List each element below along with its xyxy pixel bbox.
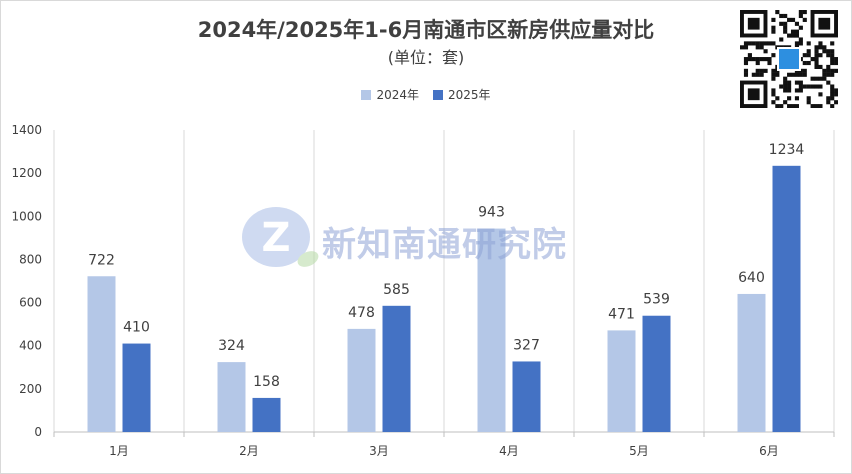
qr-code-icon xyxy=(740,10,838,108)
x-tick-label: 4月 xyxy=(499,444,519,458)
x-tick-label: 1月 xyxy=(109,444,129,458)
y-tick-label: 400 xyxy=(19,339,42,353)
chart-subtitle: (单位：套) xyxy=(387,48,465,67)
legend-label-2025: 2025年 xyxy=(448,88,491,102)
data-label: 478 xyxy=(348,305,375,321)
bar-2025 xyxy=(122,343,151,432)
legend-label-2024: 2024年 xyxy=(376,88,419,102)
bar-2025 xyxy=(252,397,281,432)
data-label: 327 xyxy=(513,337,540,353)
watermark-text: 新知南通研究院 xyxy=(322,225,567,265)
data-label: 471 xyxy=(608,306,635,322)
y-tick-label: 600 xyxy=(19,296,42,310)
bar-2024 xyxy=(477,228,506,432)
watermark: Z 新知南通研究院 xyxy=(236,203,616,275)
bar-2024 xyxy=(607,330,636,432)
y-tick-label: 0 xyxy=(34,425,42,439)
data-label: 1234 xyxy=(769,142,805,158)
bar-2024 xyxy=(737,293,766,432)
data-label: 943 xyxy=(478,205,505,221)
bar-2024 xyxy=(217,362,246,432)
bar-2024 xyxy=(87,276,116,432)
bar-2025 xyxy=(772,165,801,432)
legend: 2024年 2025年 xyxy=(0,86,852,103)
data-label: 158 xyxy=(253,374,280,390)
bar-2025 xyxy=(382,305,411,432)
bar-2025 xyxy=(642,315,671,432)
x-tick-label: 6月 xyxy=(759,444,779,458)
y-tick-label: 1000 xyxy=(11,209,42,223)
chart-title: 2024年/2025年1-6月南通市区新房供应量对比 xyxy=(197,18,655,42)
data-label: 722 xyxy=(88,252,115,268)
legend-item-2024: 2024年 xyxy=(361,86,419,103)
legend-swatch-2024 xyxy=(361,89,372,100)
data-label: 585 xyxy=(383,282,410,298)
data-label: 640 xyxy=(738,270,765,286)
legend-item-2025: 2025年 xyxy=(433,86,491,103)
bar-2024 xyxy=(347,328,376,432)
y-tick-label: 1200 xyxy=(11,166,42,180)
bar-2025 xyxy=(512,361,541,432)
y-tick-label: 1400 xyxy=(11,123,42,137)
data-label: 539 xyxy=(643,292,670,308)
legend-swatch-2025 xyxy=(433,89,443,100)
y-tick-label: 200 xyxy=(19,382,42,396)
y-tick-label: 800 xyxy=(19,252,42,266)
data-label: 324 xyxy=(218,338,245,354)
watermark-logo-icon: Z xyxy=(242,207,319,267)
svg-text:Z: Z xyxy=(261,215,290,261)
x-tick-label: 3月 xyxy=(369,444,389,458)
x-tick-label: 2月 xyxy=(239,444,259,458)
x-tick-label: 5月 xyxy=(629,444,649,458)
data-label: 410 xyxy=(123,320,150,336)
